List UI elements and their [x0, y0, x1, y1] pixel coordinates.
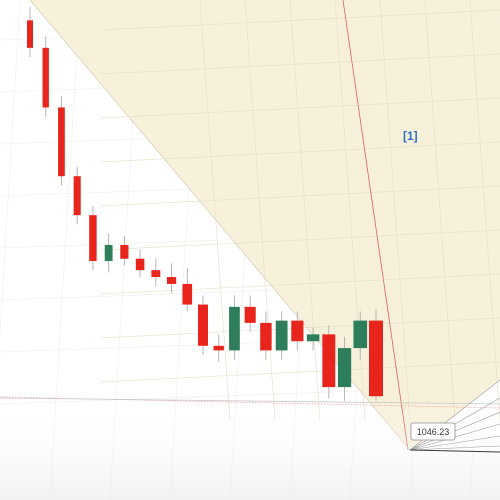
candle: [229, 295, 240, 360]
zone-grid-line: [99, 273, 500, 295]
candle-body-down: [27, 20, 33, 48]
candle: [73, 167, 81, 225]
candle: [322, 325, 336, 399]
zone-grid-line: [99, 185, 500, 207]
candle-body-down: [89, 215, 97, 262]
candle: [213, 334, 224, 362]
candle: [260, 311, 272, 360]
zone-grid-line: [99, 9, 500, 31]
candle-body-down: [198, 304, 208, 346]
candle-body-down: [151, 270, 161, 278]
candle: [27, 6, 33, 58]
zone-grid-line: [99, 361, 500, 383]
candle: [198, 295, 208, 355]
candle: [306, 327, 320, 351]
zone-grid-line: [99, 229, 500, 251]
candle: [291, 311, 304, 351]
candle-body-down: [135, 258, 145, 271]
candle-body-up: [306, 334, 320, 342]
candle: [135, 249, 145, 278]
candle: [42, 36, 49, 117]
candle: [166, 263, 177, 294]
zone-grid-line: [99, 97, 500, 119]
candle-body-down: [42, 47, 49, 108]
candles: [27, 6, 383, 401]
grid-line: [0, 0, 21, 339]
candle-body-up: [353, 320, 368, 349]
candle-body-down: [182, 283, 193, 305]
candle: [58, 95, 65, 186]
candle-body-up: [337, 348, 352, 388]
candle: [104, 233, 113, 273]
candle-body-down: [322, 334, 336, 388]
candle: [120, 235, 129, 266]
zone-grid: [99, 0, 500, 421]
candle-body-down: [58, 107, 65, 177]
zone-grid-line: [469, 0, 500, 421]
candle-body-down: [260, 322, 272, 351]
candle: [353, 311, 368, 360]
candle-body-down: [120, 244, 129, 259]
candle: [151, 258, 161, 287]
candle-body-down: [213, 345, 224, 351]
zone-grid-line: [424, 0, 456, 421]
price-label-box: 1046.23: [410, 422, 456, 441]
candle-body-down: [369, 320, 383, 397]
price-label: 1046.23: [417, 427, 450, 437]
candle-body-down: [244, 306, 256, 323]
zone-grid-line: [379, 0, 411, 421]
candle: [182, 267, 193, 312]
candle-body-up: [229, 306, 240, 351]
candle: [337, 336, 352, 401]
candle-body-up: [275, 320, 288, 351]
zone-grid-line: [99, 141, 500, 163]
fib-zone: [30, 0, 500, 450]
candle-body-down: [73, 176, 81, 216]
candle-body-up: [104, 244, 113, 262]
zone-edge-line: [342, 0, 409, 451]
candle-body-down: [166, 277, 177, 284]
candle: [369, 309, 383, 401]
candle: [89, 206, 97, 271]
zone-grid-line: [99, 53, 500, 75]
candle-body-down: [291, 320, 304, 342]
zone-label: [1]: [403, 129, 418, 143]
candle: [275, 311, 288, 360]
zone-grid-line: [289, 0, 321, 421]
zone-grid-line: [199, 0, 231, 421]
candle: [244, 295, 256, 333]
